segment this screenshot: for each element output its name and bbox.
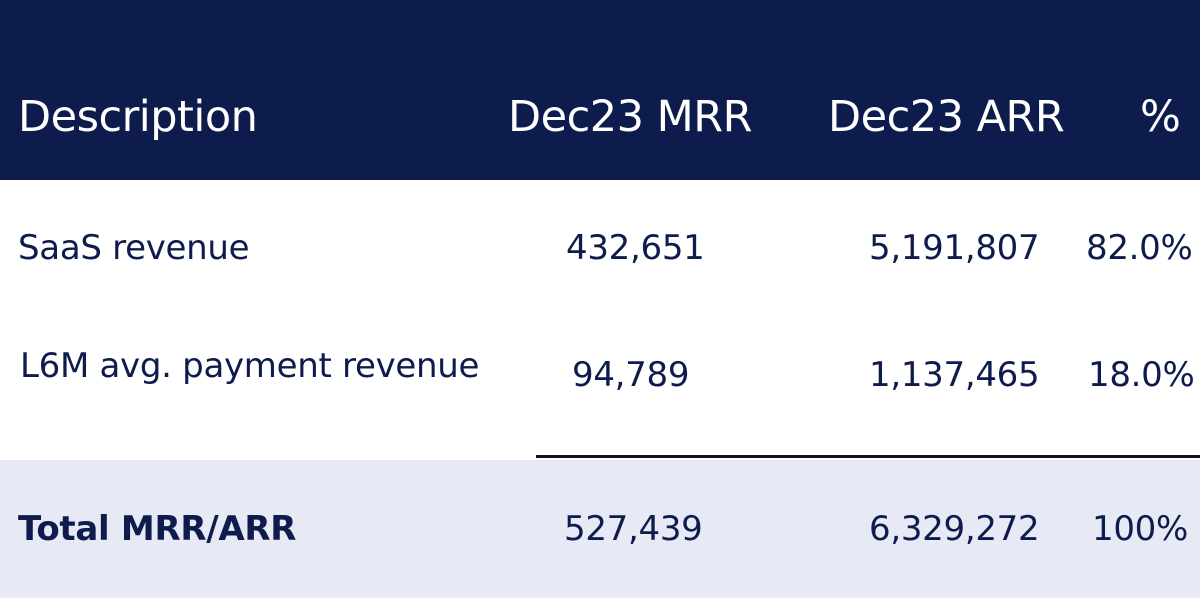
row-mrr: 94,789 (572, 355, 690, 395)
row-description: L6M avg. payment revenue (20, 346, 480, 386)
table-header: Description Dec23 MRR Dec23 ARR % (0, 0, 1200, 180)
row-mrr: 432,651 (566, 228, 705, 268)
total-description: Total MRR/ARR (18, 509, 297, 549)
row-arr: 1,137,465 (869, 355, 1040, 395)
header-mrr: Dec23 MRR (508, 92, 752, 142)
total-divider (536, 455, 1200, 458)
header-percent: % (1140, 92, 1181, 142)
header-arr: Dec23 ARR (828, 92, 1065, 142)
total-arr: 6,329,272 (869, 509, 1040, 549)
total-mrr: 527,439 (564, 509, 703, 549)
total-row (0, 460, 1200, 598)
row-percent: 18.0% (1088, 355, 1195, 395)
total-percent: 100% (1092, 509, 1189, 549)
row-description: SaaS revenue (18, 228, 250, 268)
header-description: Description (18, 92, 258, 142)
row-percent: 82.0% (1086, 228, 1193, 268)
row-arr: 5,191,807 (869, 228, 1040, 268)
